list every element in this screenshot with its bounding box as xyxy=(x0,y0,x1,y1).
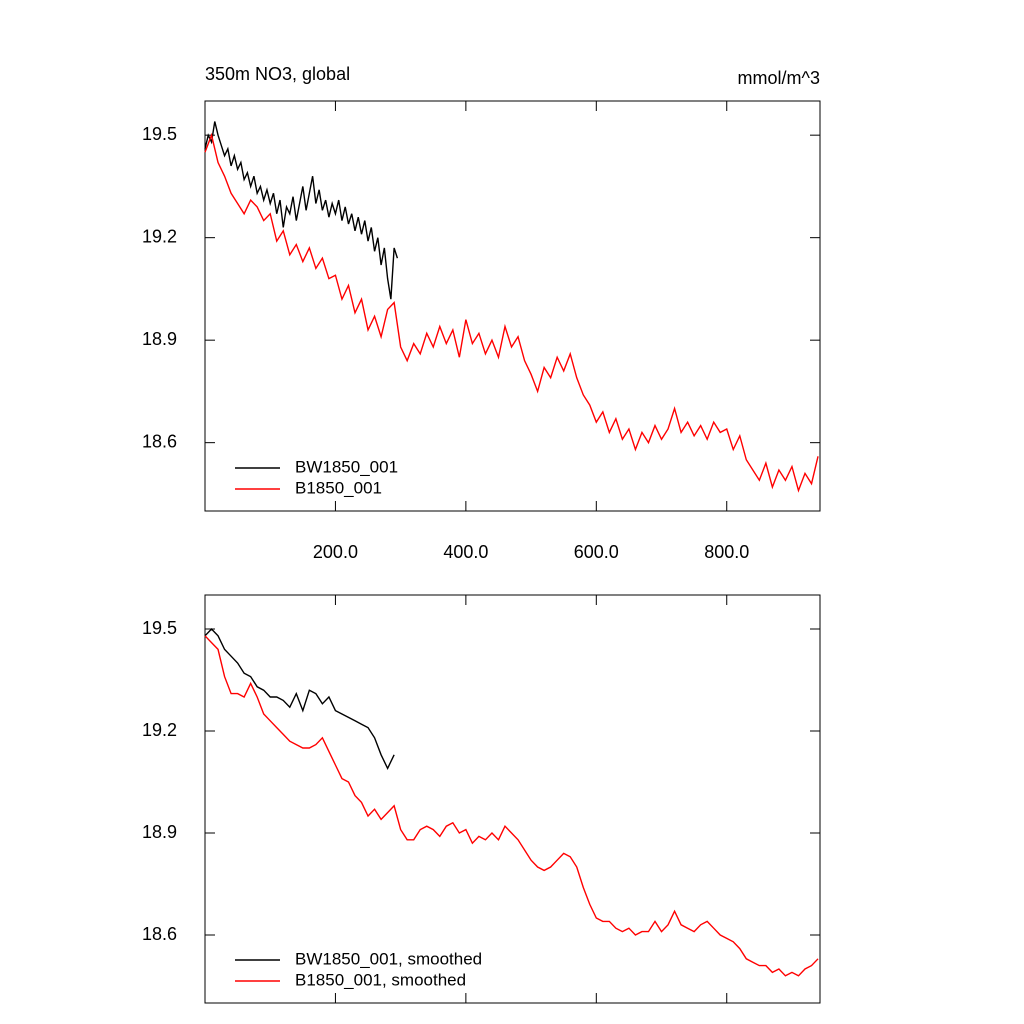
y-tick-label: 19.5 xyxy=(142,618,177,638)
y-tick-label: 19.2 xyxy=(142,226,177,246)
legend-label: B1850_001 xyxy=(295,478,382,497)
y-tick-label: 18.9 xyxy=(142,329,177,349)
y-tick-label: 19.5 xyxy=(142,124,177,144)
legend-label: BW1850_001 xyxy=(295,457,398,476)
series-line xyxy=(204,627,395,771)
series-line xyxy=(204,635,819,977)
series-line xyxy=(204,132,819,493)
plot-frame xyxy=(204,594,821,1004)
series-line xyxy=(204,121,399,300)
x-tick-label: 800.0 xyxy=(704,542,749,562)
y-tick-label: 19.2 xyxy=(142,720,177,740)
plot-frame xyxy=(204,100,821,512)
units-label: mmol/m^3 xyxy=(738,68,820,88)
x-tick-label: 200.0 xyxy=(313,542,358,562)
legend-label: B1850_001, smoothed xyxy=(295,970,466,989)
x-tick-label: 600.0 xyxy=(574,542,619,562)
y-tick-label: 18.9 xyxy=(142,822,177,842)
x-tick-label: 400.0 xyxy=(443,542,488,562)
y-tick-label: 18.6 xyxy=(142,431,177,451)
chart-title: 350m NO3, global xyxy=(205,64,350,84)
legend-label: BW1850_001, smoothed xyxy=(295,949,482,968)
y-tick-label: 18.6 xyxy=(142,924,177,944)
